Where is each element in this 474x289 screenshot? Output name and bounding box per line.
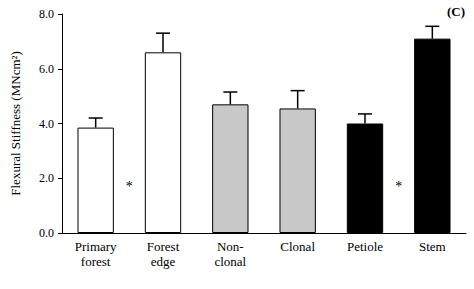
svg-text:Non-: Non- bbox=[217, 239, 244, 254]
svg-text:8.0: 8.0 bbox=[39, 7, 54, 21]
svg-text:Primary: Primary bbox=[75, 239, 117, 254]
svg-text:Stem: Stem bbox=[419, 239, 446, 254]
svg-text:edge: edge bbox=[151, 254, 176, 269]
svg-text:*: * bbox=[395, 179, 402, 194]
svg-text:Forest: Forest bbox=[147, 239, 180, 254]
svg-text:4.0: 4.0 bbox=[39, 117, 54, 131]
svg-text:6.0: 6.0 bbox=[39, 62, 54, 76]
svg-text:Petiole: Petiole bbox=[347, 239, 383, 254]
svg-text:forest: forest bbox=[81, 254, 111, 269]
svg-text:Clonal: Clonal bbox=[280, 239, 315, 254]
svg-text:2.0: 2.0 bbox=[39, 171, 54, 185]
svg-text:0.0: 0.0 bbox=[39, 226, 54, 240]
svg-text:clonal: clonal bbox=[214, 254, 246, 269]
svg-text:(C): (C) bbox=[447, 4, 465, 19]
svg-text:*: * bbox=[126, 179, 133, 194]
svg-text:Flexural Stiffness (MNcm²): Flexural Stiffness (MNcm²) bbox=[8, 51, 23, 195]
